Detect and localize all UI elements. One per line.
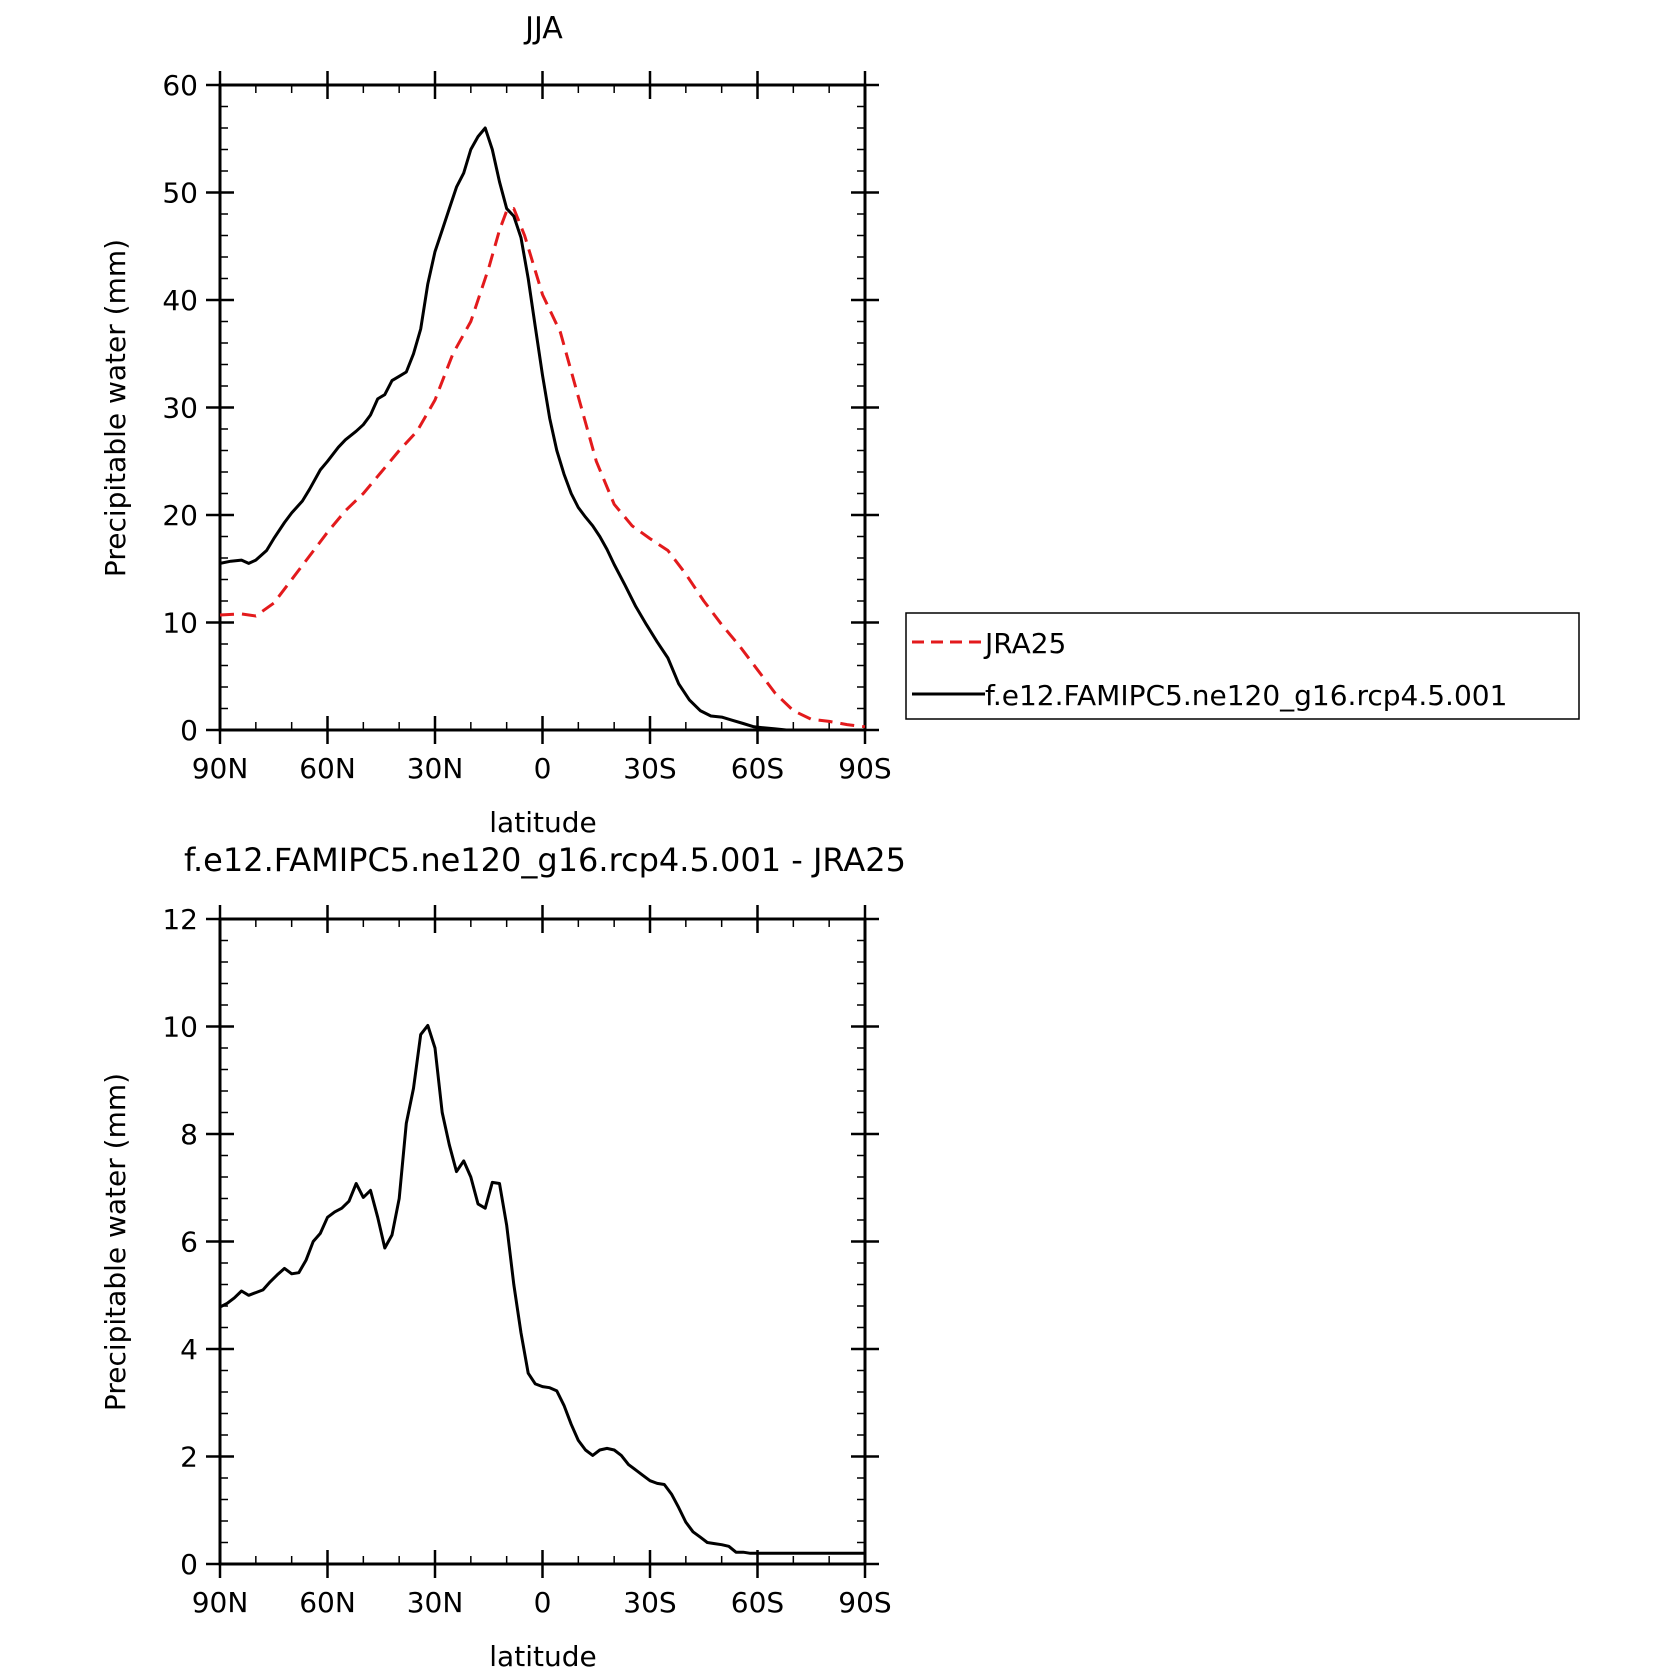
x-tick-label: 60N [299,1586,356,1619]
x-tick-label: 90S [838,752,891,785]
x-tick-label: 30S [623,1586,676,1619]
top-plot-frame [218,83,867,732]
x-tick-label: 90S [838,1586,891,1619]
legend-frame [905,612,1580,720]
y-tick-label: 40 [162,284,198,317]
top-y-ticks: 0 10 20 30 40 50 60 [162,69,879,747]
x-tick-label: 60S [731,752,784,785]
bottom-y-ticks: 0 2 4 6 8 10 12 [162,903,879,1581]
y-tick-label: 2 [180,1441,198,1474]
bottom-plot-frame [218,917,867,1566]
x-tick-label: 30N [407,752,464,785]
top-series-lines [219,126,866,732]
series-line-model [219,1023,865,1555]
top-x-ticks: 90N 60N 30N 0 30S 60S 90S [192,71,892,785]
y-tick-label: 12 [162,903,198,936]
x-tick-label: 90N [192,1586,249,1619]
y-tick-label: 8 [180,1118,198,1151]
x-tick-label: 0 [534,752,552,785]
top-panel: JJA 0 10 20 30 40 50 60 90N 60N 30N 0 30S 60S 90S la… [99,11,1580,839]
y-tick-label: 60 [162,69,198,102]
y-tick-label: 10 [162,1011,198,1044]
legend-label-model: f.e12.FAMIPC5.ne120_g16.rcp4.5.001 [985,679,1507,712]
top-chart-title: JJA [523,11,563,46]
y-tick-label: 0 [180,1548,198,1581]
x-tick-label: 60N [299,752,356,785]
bottom-chart-title: f.e12.FAMIPC5.ne120_g16.rcp4.5.001 - JRA… [184,841,906,879]
x-tick-label: 0 [534,1586,552,1619]
y-tick-label: 10 [162,607,198,640]
x-tick-label: 30N [407,1586,464,1619]
top-x-axis-label: latitude [489,806,596,839]
series-line-jra25 [219,207,866,729]
bottom-x-axis-label: latitude [489,1640,596,1669]
y-tick-label: 4 [180,1333,198,1366]
x-tick-label: 30S [623,752,676,785]
y-tick-label: 6 [180,1226,198,1259]
x-tick-label: 90N [192,752,249,785]
legend: JRA25 f.e12.FAMIPC5.ne120_g16.rcp4.5.001 [905,612,1580,720]
bottom-y-axis-label: Precipitable water (mm) [99,1073,132,1411]
y-tick-label: 0 [180,714,198,747]
x-tick-label: 60S [731,1586,784,1619]
bottom-series-lines [219,1023,865,1555]
y-tick-label: 20 [162,499,198,532]
y-tick-label: 50 [162,177,198,210]
legend-label-jra25: JRA25 [983,627,1066,660]
y-tick-label: 30 [162,392,198,425]
bottom-x-ticks: 90N 60N 30N 0 30S 60S 90S [192,905,892,1619]
series-line-model [219,126,865,732]
top-y-axis-label: Precipitable water (mm) [99,239,132,577]
bottom-panel: f.e12.FAMIPC5.ne120_g16.rcp4.5.001 - JRA… [99,841,906,1669]
